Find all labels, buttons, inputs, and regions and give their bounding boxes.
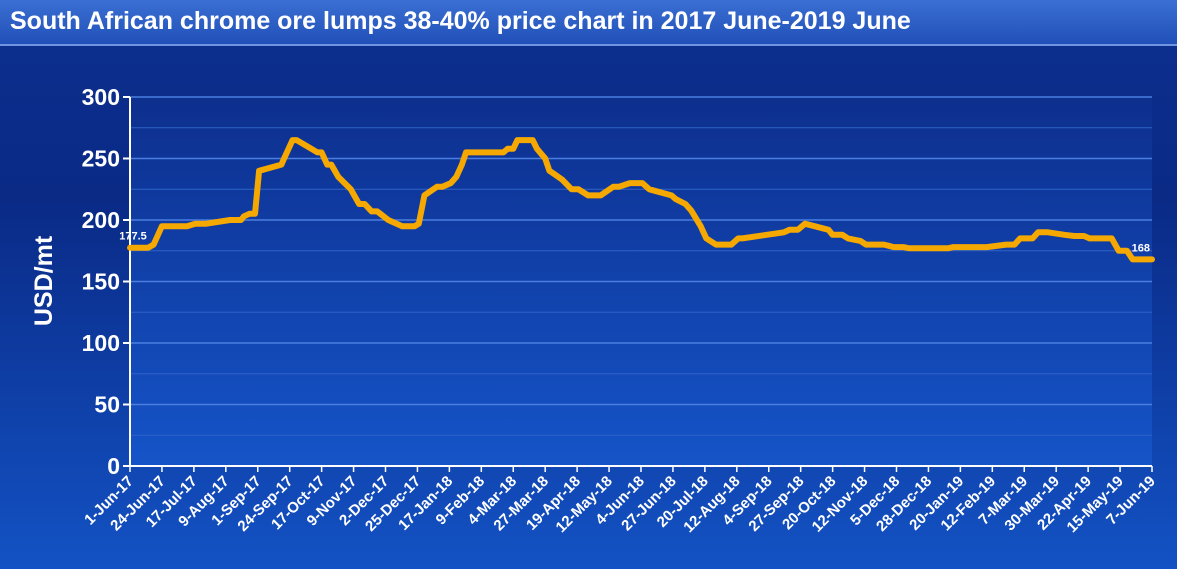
chart-title: South African chrome ore lumps 38-40% pr…: [10, 7, 911, 35]
y-tick-label: 250: [82, 146, 120, 172]
y-tick-label: 0: [107, 453, 120, 479]
data-labels: 177.5 168: [119, 231, 1150, 255]
y-axis: 0 50 100 150 200 250 300: [82, 84, 131, 479]
series-group: [127, 137, 1155, 263]
y-tick-label: 300: [82, 84, 120, 110]
title-bar: South African chrome ore lumps 38-40% pr…: [0, 0, 1177, 46]
y-tick-label: 100: [82, 330, 120, 356]
data-label: 168: [1132, 242, 1150, 254]
y-tick-label: 150: [82, 269, 120, 295]
series-line: [127, 137, 1155, 263]
y-axis-label: USD/mt: [30, 235, 58, 326]
x-axis: 1-Jun-1724-Jun-1717-Jul-179-Aug-171-Sep-…: [81, 465, 1159, 536]
y-tick-label: 200: [82, 207, 120, 233]
y-tick-label: 50: [94, 392, 120, 418]
data-label: 177.5: [119, 231, 147, 243]
gridlines: [130, 96, 1152, 436]
